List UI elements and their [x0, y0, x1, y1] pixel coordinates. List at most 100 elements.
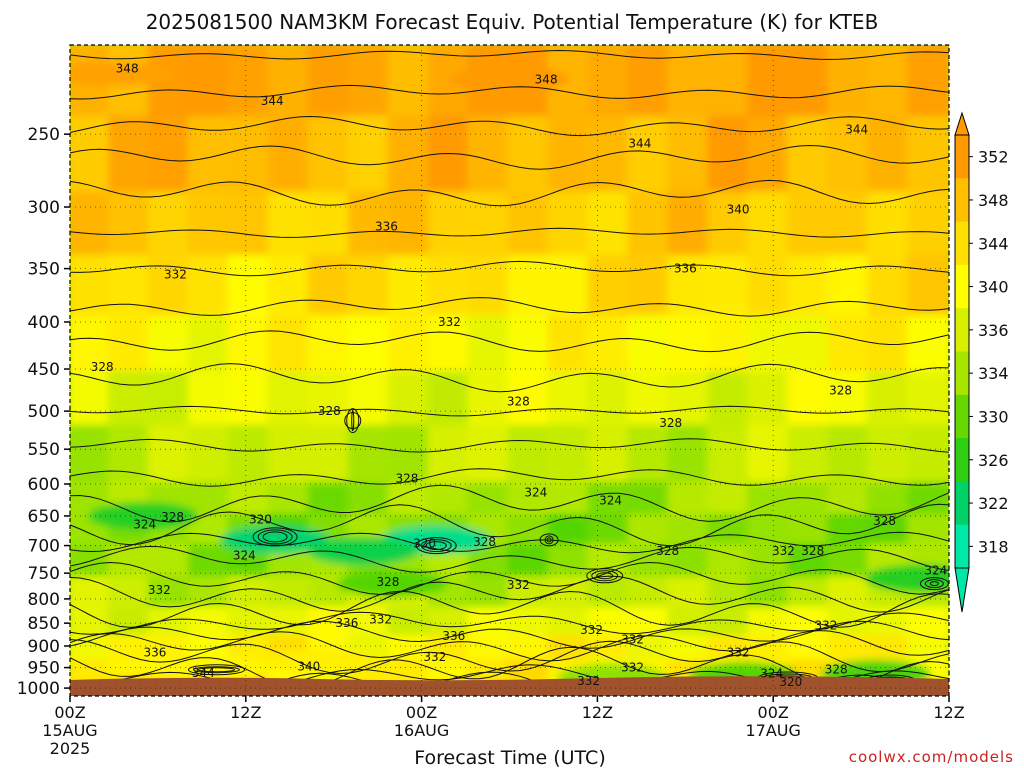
- color-blob: [337, 569, 448, 598]
- color-band-cell: [827, 314, 872, 376]
- colorbar-arrow-bottom: [954, 567, 970, 613]
- contour-ring: [539, 533, 559, 547]
- color-band-cell: [307, 191, 352, 260]
- contour-ring: [257, 529, 293, 545]
- contour-ring: [262, 531, 288, 543]
- color-band-cell: [387, 314, 432, 376]
- contour-ring: [546, 537, 552, 543]
- color-band-cell: [627, 191, 672, 260]
- color-band-cell: [507, 481, 552, 518]
- color-band-cell: [907, 115, 949, 196]
- color-band-cell: [267, 45, 312, 120]
- color-blob: [308, 537, 418, 566]
- contour-label: 332: [507, 578, 530, 592]
- color-band-cell: [547, 255, 592, 319]
- plot-frame: [69, 44, 950, 697]
- color-band-cell: [107, 424, 152, 486]
- colorbar-swatch: [955, 438, 969, 482]
- contour-label: 348: [535, 72, 558, 86]
- color-bands: [70, 45, 949, 696]
- contour-ring: [415, 537, 457, 555]
- color-band-cell: [307, 255, 352, 319]
- color-band-cell: [347, 424, 392, 486]
- color-band-cell: [387, 606, 432, 640]
- x-tick-year: 2025: [50, 739, 91, 758]
- color-band-cell: [507, 255, 552, 319]
- colorbar: 352 348 344 340 336 334 330 326 322 318: [954, 111, 1009, 613]
- color-band-cell: [507, 576, 552, 611]
- color-band-cell: [627, 314, 672, 376]
- color-band-cell: [507, 191, 552, 260]
- color-band-cell: [627, 255, 672, 319]
- color-band-cell: [467, 481, 512, 518]
- color-band-cell: [227, 424, 272, 486]
- color-band-cell: [907, 513, 949, 548]
- color-band-cell: [307, 481, 352, 518]
- color-band-cell: [187, 191, 232, 260]
- contour-label: 324: [760, 666, 783, 680]
- color-band-cell: [627, 115, 672, 196]
- color-band-cell: [667, 513, 712, 548]
- color-band-cell: [70, 543, 112, 581]
- color-band-cell: [787, 45, 832, 120]
- color-band-cell: [787, 513, 832, 548]
- colorbar-swatch: [955, 481, 969, 526]
- color-band-cell: [347, 371, 392, 429]
- color-band-cell: [707, 543, 752, 581]
- contour-ring: [351, 410, 355, 432]
- color-band-cell: [827, 371, 872, 429]
- color-band-cell: [227, 481, 272, 518]
- color-blob-warm: [70, 61, 174, 86]
- colorbar-swatch: [955, 394, 969, 439]
- contour-label: 336: [375, 220, 398, 234]
- color-band-cell: [347, 115, 392, 196]
- colorbar-label: 344: [978, 234, 1009, 253]
- contour-label: 328: [507, 394, 530, 408]
- color-band-cell: [907, 424, 949, 486]
- color-band-cell: [667, 45, 712, 120]
- contour-ring: [919, 577, 949, 591]
- color-band-cell: [787, 481, 832, 518]
- color-band-cell: [587, 191, 632, 260]
- color-band-cell: [747, 255, 792, 319]
- x-tick-label: 12Z: [933, 703, 964, 722]
- contour-label: 332: [814, 618, 837, 632]
- x-axis-label: Forecast Time (UTC): [414, 747, 605, 768]
- x-tick-label: 00Z: [406, 703, 437, 722]
- x-tick-label: 00Z: [758, 703, 789, 722]
- color-band-cell: [787, 635, 832, 664]
- color-band-cell: [227, 255, 272, 319]
- contour-line: [70, 468, 949, 487]
- x-tick-date: 15AUG: [42, 721, 97, 740]
- color-band-cell: [867, 115, 912, 196]
- color-band-cell: [587, 513, 632, 548]
- color-band-cell: [187, 424, 232, 486]
- contour-line: [70, 405, 949, 417]
- color-band-cell: [747, 191, 792, 260]
- contour-line: [70, 575, 949, 613]
- contour-label: 344: [192, 666, 215, 680]
- color-band-cell: [747, 606, 792, 640]
- color-band-cell: [867, 255, 912, 319]
- y-tick-label: 650: [28, 507, 60, 527]
- color-band-cell: [867, 635, 912, 664]
- color-band-cell: [907, 191, 949, 260]
- contour-label: 328: [473, 535, 496, 549]
- y-tick-label: 250: [28, 125, 60, 145]
- color-band-cell: [627, 576, 672, 611]
- color-band-cell: [587, 255, 632, 319]
- y-tick-label: 300: [28, 198, 60, 218]
- contour-ring: [425, 541, 447, 551]
- color-band-cell: [347, 45, 392, 120]
- color-band-cell: [667, 191, 712, 260]
- contour-label: 328: [656, 544, 679, 558]
- color-band-cell: [227, 314, 272, 376]
- color-band-cell: [187, 115, 232, 196]
- color-band-cell: [587, 371, 632, 429]
- color-band-cell: [107, 543, 152, 581]
- color-band-cell: [427, 314, 472, 376]
- color-band-cell: [707, 45, 752, 120]
- contour-label: 332: [369, 612, 392, 626]
- color-band-cell: [907, 481, 949, 518]
- color-band-cell: [427, 481, 472, 518]
